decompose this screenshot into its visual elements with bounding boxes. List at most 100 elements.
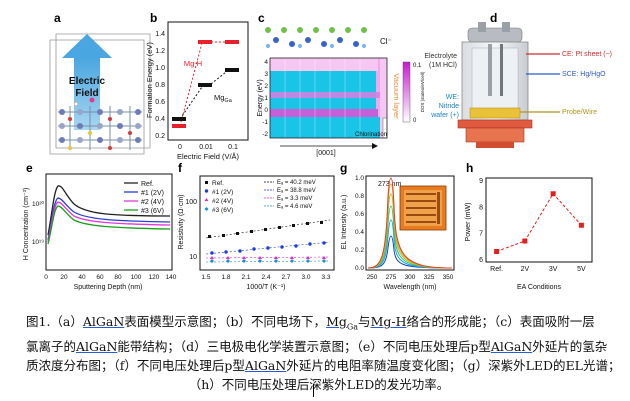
svg-text:0.2: 0.2	[155, 133, 165, 140]
figure-caption: 图1.（a）AlGaN表面模型示意图；（b）不同电场下，MgGa与Mg-H络合的…	[26, 312, 621, 394]
we-label-2: Nitride	[439, 103, 459, 110]
panel-f-xticks: 1.5 1.8 2.1 2.4 2.7 3.0 3.3	[201, 274, 330, 281]
electrolyte-label-1: Electrolyte	[424, 53, 457, 60]
panel-h-ylabel: Power (mW)	[465, 203, 472, 242]
svg-text:-1: -1	[262, 119, 268, 126]
svg-text:350: 350	[443, 274, 454, 281]
electrolyte-label-2: (1M HCl)	[429, 62, 457, 69]
panel-c-letter: c	[258, 11, 265, 25]
panel-g-letter: g	[340, 161, 347, 175]
we-label-3: wafer (+)	[430, 112, 459, 119]
svg-text:80: 80	[114, 274, 122, 281]
svg-text:#1 (2V): #1 (2V)	[212, 189, 233, 196]
panel-e-legend: Ref. #1 (2V) #2 (4V) #3 (6V)	[124, 181, 164, 215]
panel-h-axes	[485, 177, 593, 263]
panel-c-ylabel: Energy (eV)	[257, 79, 264, 116]
svg-text:1.4: 1.4	[155, 31, 165, 38]
panel-h-xtick: 3V	[549, 266, 558, 273]
panel-b-axes	[167, 21, 249, 141]
panel-h-xlabel: EA Conditions	[517, 284, 561, 291]
panel-g-spectra	[367, 177, 453, 269]
mgga-level-2	[225, 68, 239, 72]
panel-d-letter: d	[490, 11, 497, 25]
figure-panels: a Electric Field	[23, 11, 612, 291]
svg-text:9: 9	[479, 178, 483, 185]
svg-text:40: 40	[78, 274, 86, 281]
svg-text:20: 20	[60, 274, 68, 281]
svg-text:3.3: 3.3	[321, 274, 330, 281]
panel-f-letter: f	[178, 161, 183, 175]
caption-line-2: 氯离子的AlGaN能带结构；（d）三电极电化学装置示意图；（e）不同电压处理后p…	[26, 338, 608, 354]
curve-6v	[47, 205, 171, 245]
probe-label: Probe/Wire	[562, 109, 597, 116]
panel-e-ylabel: H Concentration (cm⁻³)	[23, 188, 30, 261]
svg-text:1.5: 1.5	[201, 274, 210, 281]
svg-text:275: 275	[386, 274, 397, 281]
svg-text:2.4: 2.4	[261, 274, 270, 281]
svg-text:2: 2	[264, 83, 268, 90]
panel-b-yticks: 0.2 0.4 0.6 0.8 1.0 1.2 1.4	[155, 31, 165, 140]
caption-line-1: 图1.（a）AlGaN表面模型示意图；（b）不同电场下，MgGa与Mg-H络合的…	[26, 314, 595, 332]
svg-text:Eₐ = 40.2 meV: Eₐ = 40.2 meV	[277, 180, 316, 186]
panel-f-legend: Ref. #1 (2V) #2 (4V) #3 (6V)	[204, 180, 233, 214]
svg-text:250: 250	[367, 274, 378, 281]
svg-text:0.8: 0.8	[155, 82, 165, 89]
panel-c-axis-label: [0001]	[316, 150, 336, 157]
svg-text:0.4: 0.4	[355, 229, 364, 236]
svg-text:0.6: 0.6	[155, 99, 165, 106]
panel-f-ytick-100: 100	[185, 199, 197, 206]
panel-f-ea: Eₐ = 40.2 meV Eₐ = 38.8 meV Eₐ = 3.3 meV…	[264, 180, 316, 210]
svg-text:60: 60	[96, 274, 104, 281]
panel-f-ylabel: Resistivity (Ω·cm)	[178, 194, 185, 249]
svg-text:8: 8	[479, 204, 483, 211]
curve-ref	[47, 185, 171, 236]
svg-text:120: 120	[149, 274, 160, 281]
panel-c-yticks: 4 3 2 1 0 -1 -2	[262, 59, 268, 138]
text-cursor	[313, 384, 314, 397]
mgh-level-2	[225, 40, 239, 44]
svg-text:#3 (6V): #3 (6V)	[212, 207, 233, 214]
panel-b-xlabel: Electric Field (V/Å)	[177, 152, 240, 161]
chlorination-label: Chlorination	[355, 132, 387, 138]
svg-text:1: 1	[264, 95, 268, 102]
panel-b-letter: b	[150, 11, 157, 25]
cbar-min: 0	[413, 118, 417, 124]
panel-e-letter: e	[26, 161, 33, 175]
field-arrow-icon	[74, 58, 100, 130]
power-point-ref	[494, 249, 500, 254]
panel-c: c Cl⁻ Energy (eV) 4	[257, 11, 425, 157]
panel-e-ytick-hi: 10²⁰	[32, 200, 44, 208]
panel-e-xlabel: Sputtering Depth (nm)	[74, 284, 143, 291]
power-series-line	[496, 192, 582, 252]
panel-a-letter: a	[54, 11, 61, 25]
crystal-structure-icon	[58, 97, 142, 150]
svg-text:0: 0	[44, 274, 48, 281]
ce-label: CE: Pt sheet (−)	[562, 51, 612, 58]
panel-d: d Electrolyte (1M HCl) CE: Pt sheet (−) …	[424, 11, 612, 148]
svg-text:-2: -2	[262, 131, 268, 138]
field-label-1: Electric	[69, 76, 106, 87]
svg-text:1.0: 1.0	[355, 175, 364, 182]
curve-2v	[47, 197, 171, 241]
svg-text:0.4: 0.4	[155, 116, 165, 123]
panel-g-xlabel: Wavelength (nm)	[383, 284, 436, 291]
led-chip-inset-icon	[399, 185, 447, 231]
svg-text:3: 3	[264, 71, 268, 78]
panel-g-ylabel: EL Intensity (a.u.)	[341, 195, 348, 250]
svg-text:0.8: 0.8	[355, 193, 364, 200]
field-label-2: Field	[75, 88, 98, 99]
panel-b: b 0.2 0.4 0.6 0.8 1.0 1.2 1.4 Formation …	[145, 11, 249, 161]
panel-b-xticks: 0 0.01 0.1	[178, 144, 238, 151]
panel-f-xlabel: 1000/T (K⁻¹)	[247, 284, 286, 291]
panel-e-axes	[45, 173, 173, 271]
svg-text:Eₐ = 3.3 meV: Eₐ = 3.3 meV	[277, 196, 312, 202]
svg-text:0: 0	[264, 107, 268, 114]
svg-text:0.1: 0.1	[228, 144, 238, 151]
power-point-5v	[578, 222, 584, 228]
cl-ion-label: Cl⁻	[380, 37, 392, 46]
panel-h-xtick: 5V	[577, 266, 586, 273]
svg-text:1.2: 1.2	[155, 48, 165, 55]
power-point-2v	[522, 238, 528, 244]
vacuum-label: Vacuum layer	[392, 73, 401, 119]
